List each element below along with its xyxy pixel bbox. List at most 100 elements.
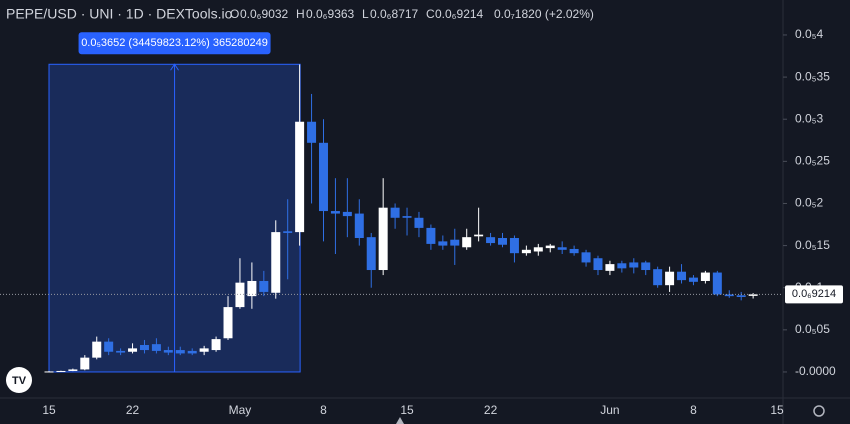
y-tick-label: 0.0₅05 (795, 322, 830, 336)
candle-body (151, 344, 161, 351)
candle-body (438, 241, 448, 246)
candle-body (593, 258, 603, 271)
candle-body (617, 263, 627, 269)
candle-body (307, 121, 317, 143)
candle-body (68, 369, 78, 371)
candle-body (486, 237, 496, 244)
candle-body (533, 247, 543, 252)
candle-body (80, 357, 90, 370)
y-tick-label: 0.0₅2 (795, 196, 824, 210)
y-tick-label: 0.0₅15 (795, 238, 830, 252)
candle-body (724, 294, 734, 297)
candle-body (128, 348, 138, 352)
candle-body (712, 272, 722, 295)
measure-label: 0.0₅3652 (34459823.12%) 365280249 (81, 37, 268, 49)
scroll-marker (396, 417, 404, 424)
candle-body (677, 271, 687, 281)
x-tick-label: 15 (770, 403, 784, 417)
last-price-label: 0.0₆9214 (792, 288, 836, 300)
candle-body (259, 280, 269, 292)
symbol: PEPE/USD · UNI · 1D · DEXTools.io (6, 6, 233, 22)
candle-body (509, 238, 519, 254)
candle-body (163, 350, 173, 353)
x-tick-label: 15 (400, 403, 414, 417)
tv-logo: TV (6, 367, 32, 393)
candle-body (653, 269, 663, 286)
low-letter: L (362, 7, 369, 21)
candle-body (748, 294, 758, 296)
candle-body (92, 341, 102, 358)
x-tick-label: 22 (484, 403, 498, 417)
measure-label-bg (78, 32, 271, 55)
candle-body (116, 350, 126, 353)
candle-body (378, 207, 388, 271)
high-value: 0.0₆9363 (306, 7, 355, 21)
candle-body (295, 121, 305, 233)
settings-icon[interactable] (813, 405, 825, 417)
x-tick-label: May (229, 403, 252, 417)
candle-body (187, 350, 197, 354)
close-value: 0.0₆9214 (435, 7, 484, 21)
candle-body (414, 217, 424, 228)
close-letter: C (426, 7, 435, 21)
open-letter: O (230, 7, 239, 21)
candle-body (223, 307, 233, 339)
candle-body (390, 207, 400, 218)
plot-area (44, 63, 758, 373)
candle-body (342, 211, 352, 217)
candle-body (318, 142, 328, 212)
candle-body (629, 262, 639, 268)
y-tick-label: 0.0₅4 (795, 27, 824, 41)
candle-body (402, 216, 412, 218)
candle-body (545, 245, 555, 249)
x-tick-label: 15 (42, 403, 56, 417)
last-price-tag (785, 285, 843, 304)
candle-body (605, 264, 615, 271)
candle-body (175, 350, 185, 354)
candle-body (330, 211, 340, 214)
candle-body (521, 249, 531, 254)
candle-body (581, 252, 591, 263)
candle-body (139, 345, 149, 351)
x-tick-label: Jun (600, 403, 619, 417)
candle-body (450, 239, 460, 246)
candle-body (641, 262, 651, 271)
candle-body (688, 277, 698, 282)
candle-body (498, 238, 508, 245)
candle-body (211, 339, 221, 351)
candle-body (474, 234, 484, 237)
candle-body (569, 248, 579, 254)
candle-body (104, 341, 114, 352)
candle-body (199, 348, 209, 352)
header: PEPE/USD · UNI · 1D · DEXTools.io O 0.0₆… (6, 6, 594, 22)
candle-body (462, 237, 472, 248)
candle-body (700, 272, 710, 281)
y-tick-label: 0.0₅3 (795, 111, 824, 125)
candle-body (736, 295, 746, 297)
candle-body (366, 237, 376, 271)
x-tick-label: 8 (320, 403, 327, 417)
candle-body (665, 271, 675, 286)
candle-body (557, 247, 567, 250)
candle-body (56, 370, 66, 372)
y-tick-label: -0.0000 (795, 364, 836, 378)
y-tick-label: 0.0₅35 (795, 69, 830, 83)
logo-mark: TV (12, 375, 27, 387)
candle-body (235, 282, 245, 308)
x-tick-label: 8 (690, 403, 697, 417)
measure-arrow-head (170, 63, 179, 71)
low-value: 0.0₆8717 (370, 7, 419, 21)
change: 0.0₇1820 (+2.02%) (494, 7, 594, 21)
candle-body (44, 371, 54, 373)
candle-body (354, 213, 364, 239)
x-tick-label: 22 (126, 403, 140, 417)
y-tick-label: 0.0₅25 (795, 154, 830, 168)
open-value: 0.0₆9032 (240, 7, 289, 21)
logo-bg (6, 367, 32, 393)
candle-body (426, 227, 436, 244)
candle-body (283, 231, 293, 233)
high-letter: H (296, 7, 305, 21)
candle-body (247, 280, 257, 297)
